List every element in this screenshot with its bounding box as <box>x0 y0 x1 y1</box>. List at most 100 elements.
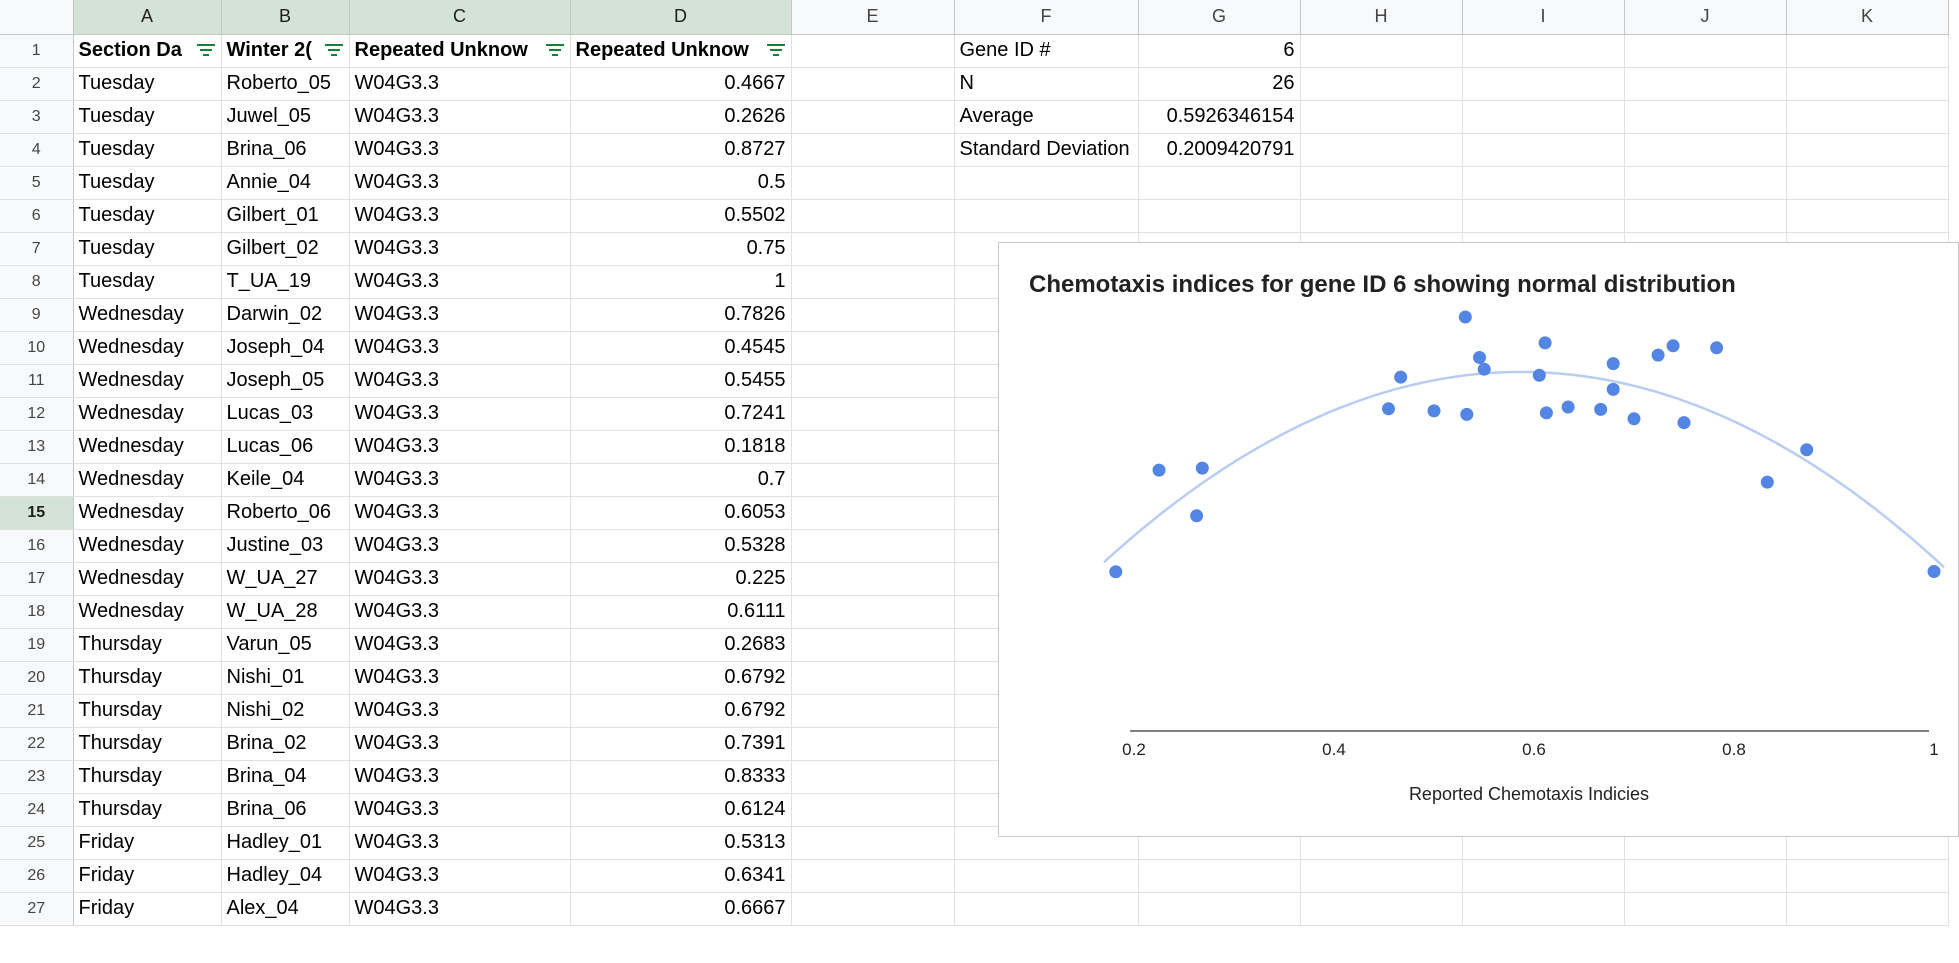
empty-cell[interactable] <box>1138 166 1301 200</box>
cell-section-day[interactable]: Wednesday <box>73 496 222 530</box>
cell-student-name[interactable]: Darwin_02 <box>221 298 350 332</box>
empty-cell[interactable] <box>791 826 955 860</box>
cell-gene[interactable]: W04G3.3 <box>349 331 571 365</box>
empty-cell[interactable] <box>1462 34 1625 68</box>
cell-section-day[interactable]: Tuesday <box>73 199 222 233</box>
data-point[interactable] <box>1651 348 1665 362</box>
header-cell-a[interactable]: Section Da <box>73 34 222 68</box>
empty-cell[interactable] <box>1462 166 1625 200</box>
cell-chemotaxis-index[interactable]: 0.8727 <box>570 133 792 167</box>
cell-section-day[interactable]: Friday <box>73 826 222 860</box>
empty-cell[interactable] <box>1462 892 1625 926</box>
empty-cell[interactable] <box>1462 67 1625 101</box>
stat-label[interactable]: N <box>954 67 1139 101</box>
cell-gene[interactable]: W04G3.3 <box>349 166 571 200</box>
empty-cell[interactable] <box>791 100 955 134</box>
data-point[interactable] <box>1195 461 1209 475</box>
row-header-10[interactable]: 10 <box>0 331 74 365</box>
cell-chemotaxis-index[interactable]: 0.2683 <box>570 628 792 662</box>
data-point[interactable] <box>1927 565 1941 578</box>
empty-cell[interactable] <box>1300 892 1463 926</box>
cell-student-name[interactable]: Hadley_01 <box>221 826 350 860</box>
row-header-12[interactable]: 12 <box>0 397 74 431</box>
stat-label[interactable]: Standard Deviation <box>954 133 1139 167</box>
data-point[interactable] <box>1760 475 1774 489</box>
row-header-17[interactable]: 17 <box>0 562 74 596</box>
cell-chemotaxis-index[interactable]: 0.5 <box>570 166 792 200</box>
cell-gene[interactable]: W04G3.3 <box>349 496 571 530</box>
row-header-22[interactable]: 22 <box>0 727 74 761</box>
data-point[interactable] <box>1606 382 1620 396</box>
cell-student-name[interactable]: Brina_04 <box>221 760 350 794</box>
column-header-j[interactable]: J <box>1624 0 1787 35</box>
column-header-h[interactable]: H <box>1300 0 1463 35</box>
cell-section-day[interactable]: Wednesday <box>73 430 222 464</box>
cell-student-name[interactable]: Varun_05 <box>221 628 350 662</box>
data-point[interactable] <box>1561 400 1575 414</box>
empty-cell[interactable] <box>954 892 1139 926</box>
empty-cell[interactable] <box>1138 892 1301 926</box>
cell-section-day[interactable]: Wednesday <box>73 331 222 365</box>
cell-student-name[interactable]: W_UA_28 <box>221 595 350 629</box>
cell-gene[interactable]: W04G3.3 <box>349 694 571 728</box>
empty-cell[interactable] <box>791 892 955 926</box>
empty-cell[interactable] <box>1138 199 1301 233</box>
cell-chemotaxis-index[interactable]: 0.7241 <box>570 397 792 431</box>
cell-chemotaxis-index[interactable]: 0.225 <box>570 562 792 596</box>
cell-gene[interactable]: W04G3.3 <box>349 430 571 464</box>
cell-gene[interactable]: W04G3.3 <box>349 562 571 596</box>
header-cell-c[interactable]: Repeated Unknow <box>349 34 571 68</box>
empty-cell[interactable] <box>1624 100 1787 134</box>
cell-student-name[interactable]: Brina_06 <box>221 793 350 827</box>
cell-section-day[interactable]: Wednesday <box>73 397 222 431</box>
cell-gene[interactable]: W04G3.3 <box>349 628 571 662</box>
data-point[interactable] <box>1539 406 1553 420</box>
column-header-b[interactable]: B <box>221 0 350 35</box>
cell-student-name[interactable]: Nishi_02 <box>221 694 350 728</box>
empty-cell[interactable] <box>791 298 955 332</box>
stat-value[interactable]: 6 <box>1138 34 1301 68</box>
empty-cell[interactable] <box>1462 100 1625 134</box>
empty-cell[interactable] <box>1300 133 1463 167</box>
cell-section-day[interactable]: Wednesday <box>73 298 222 332</box>
column-header-e[interactable]: E <box>791 0 955 35</box>
row-header-14[interactable]: 14 <box>0 463 74 497</box>
cell-gene[interactable]: W04G3.3 <box>349 529 571 563</box>
cell-student-name[interactable]: Brina_02 <box>221 727 350 761</box>
cell-chemotaxis-index[interactable]: 0.6667 <box>570 892 792 926</box>
empty-cell[interactable] <box>1138 859 1301 893</box>
cell-chemotaxis-index[interactable]: 1 <box>570 265 792 299</box>
cell-chemotaxis-index[interactable]: 0.7826 <box>570 298 792 332</box>
cell-student-name[interactable]: Alex_04 <box>221 892 350 926</box>
row-header-2[interactable]: 2 <box>0 67 74 101</box>
row-header-7[interactable]: 7 <box>0 232 74 266</box>
cell-student-name[interactable]: Joseph_05 <box>221 364 350 398</box>
filter-icon[interactable] <box>766 43 785 58</box>
cell-chemotaxis-index[interactable]: 0.6111 <box>570 595 792 629</box>
empty-cell[interactable] <box>1300 67 1463 101</box>
empty-cell[interactable] <box>791 628 955 662</box>
row-header-20[interactable]: 20 <box>0 661 74 695</box>
row-header-23[interactable]: 23 <box>0 760 74 794</box>
stat-label[interactable]: Average <box>954 100 1139 134</box>
cell-gene[interactable]: W04G3.3 <box>349 133 571 167</box>
empty-cell[interactable] <box>791 331 955 365</box>
empty-cell[interactable] <box>1300 199 1463 233</box>
empty-cell[interactable] <box>791 529 955 563</box>
data-point[interactable] <box>1627 412 1641 426</box>
cell-gene[interactable]: W04G3.3 <box>349 364 571 398</box>
empty-cell[interactable] <box>1624 133 1787 167</box>
cell-student-name[interactable]: Juwel_05 <box>221 100 350 134</box>
cell-section-day[interactable]: Thursday <box>73 760 222 794</box>
cell-student-name[interactable]: Roberto_05 <box>221 67 350 101</box>
data-point[interactable] <box>1532 368 1546 382</box>
row-header-9[interactable]: 9 <box>0 298 74 332</box>
row-header-1[interactable]: 1 <box>0 34 74 68</box>
cell-student-name[interactable]: Lucas_03 <box>221 397 350 431</box>
data-point[interactable] <box>1382 402 1395 416</box>
cell-gene[interactable]: W04G3.3 <box>349 595 571 629</box>
cell-section-day[interactable]: Tuesday <box>73 265 222 299</box>
cell-chemotaxis-index[interactable]: 0.4667 <box>570 67 792 101</box>
row-header-25[interactable]: 25 <box>0 826 74 860</box>
cell-section-day[interactable]: Wednesday <box>73 463 222 497</box>
